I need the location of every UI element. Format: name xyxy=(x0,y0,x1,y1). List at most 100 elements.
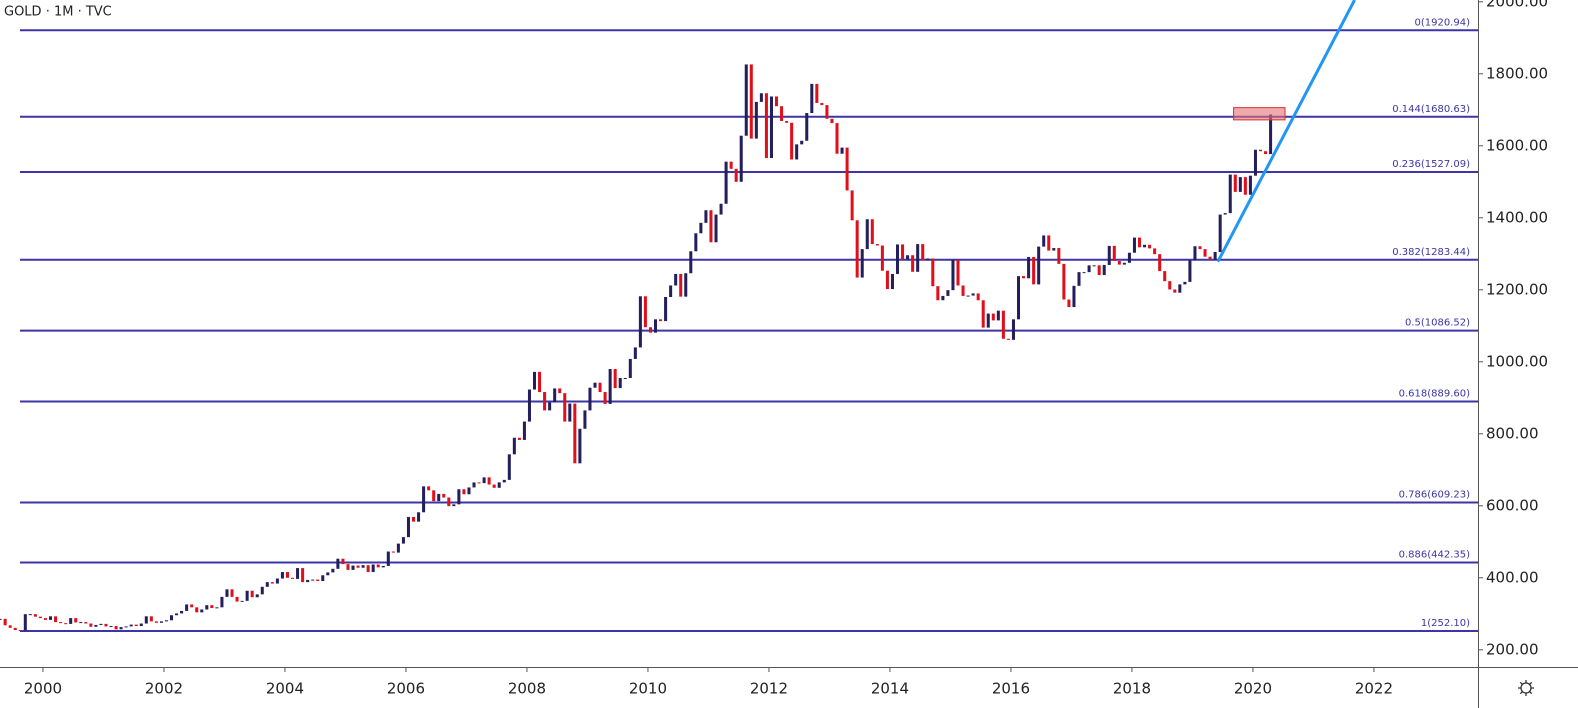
candle xyxy=(1037,246,1041,285)
candle xyxy=(1158,254,1162,272)
candle xyxy=(981,300,985,328)
candle xyxy=(961,285,965,296)
y-tick-label: 1800.00 xyxy=(1486,64,1548,82)
candle xyxy=(175,613,179,616)
x-tick-label: 2014 xyxy=(871,680,909,698)
candle xyxy=(583,410,587,429)
candle xyxy=(1001,310,1005,339)
candle xyxy=(1153,248,1157,255)
candle xyxy=(1042,235,1046,247)
candle xyxy=(1148,244,1152,249)
candle xyxy=(346,564,350,570)
candle xyxy=(800,140,804,145)
candle xyxy=(1218,214,1222,252)
candle xyxy=(427,486,431,491)
candle xyxy=(8,625,12,628)
candle xyxy=(1102,264,1106,276)
candle xyxy=(951,259,955,291)
candle xyxy=(386,551,390,566)
candle xyxy=(38,616,42,619)
candle xyxy=(860,249,864,278)
candle xyxy=(306,579,310,583)
candle xyxy=(1052,248,1056,251)
candle xyxy=(442,493,446,498)
candle xyxy=(679,273,683,297)
candle xyxy=(1233,174,1237,192)
candle xyxy=(880,245,884,271)
candle xyxy=(331,568,335,573)
candle xyxy=(49,616,53,620)
candle xyxy=(482,477,486,484)
candle xyxy=(941,295,945,301)
candle xyxy=(825,105,829,119)
candle xyxy=(568,403,572,422)
candle xyxy=(43,618,47,620)
candle xyxy=(1163,271,1167,282)
candle xyxy=(240,600,244,602)
candle xyxy=(139,623,143,627)
candle xyxy=(477,482,481,484)
x-tick-label: 2008 xyxy=(508,680,546,698)
x-tick-label: 2004 xyxy=(266,680,304,698)
candle xyxy=(164,620,168,622)
candle xyxy=(190,604,194,608)
candle xyxy=(316,579,320,582)
candle xyxy=(820,102,824,106)
candle xyxy=(633,347,637,359)
candle xyxy=(210,605,214,609)
chart-title: GOLD · 1M · TVC xyxy=(4,5,112,20)
fib-label: 1(252.10) xyxy=(1421,618,1470,629)
candle xyxy=(225,589,229,597)
fib-label: 0.382(1283.44) xyxy=(1392,247,1470,258)
candle xyxy=(734,168,738,182)
candle xyxy=(830,118,834,124)
candle xyxy=(643,296,647,328)
candle xyxy=(724,161,728,204)
candle xyxy=(744,64,748,136)
candle xyxy=(507,454,511,480)
candle xyxy=(578,428,582,464)
candle xyxy=(885,270,889,290)
x-tick-label: 2012 xyxy=(750,680,788,698)
x-tick-label: 2022 xyxy=(1355,680,1393,698)
candle xyxy=(815,83,819,103)
candle xyxy=(472,482,476,488)
fib-label: 0.786(609.23) xyxy=(1399,489,1471,500)
candle xyxy=(911,255,915,272)
settings-icon[interactable] xyxy=(1518,680,1534,696)
fib-label: 0.236(1527.09) xyxy=(1392,159,1470,170)
candle xyxy=(361,565,365,568)
candle xyxy=(659,319,663,322)
candle xyxy=(79,622,83,624)
candle xyxy=(1269,114,1273,155)
candle xyxy=(159,621,163,623)
candle xyxy=(1248,175,1252,195)
candle xyxy=(1092,265,1096,267)
candle xyxy=(467,487,471,495)
candle xyxy=(356,565,360,568)
candle xyxy=(931,258,935,287)
candle xyxy=(1168,281,1172,290)
candle xyxy=(875,244,879,246)
x-tick-label: 2016 xyxy=(992,680,1030,698)
candle xyxy=(971,293,975,296)
candle xyxy=(59,622,63,624)
y-tick-label: 200.00 xyxy=(1486,640,1539,658)
candle xyxy=(129,624,133,627)
candle xyxy=(432,490,436,502)
candle xyxy=(296,568,300,579)
candle xyxy=(674,273,678,286)
candle xyxy=(104,623,108,627)
candle xyxy=(754,101,758,139)
candle xyxy=(119,627,123,630)
candle xyxy=(406,516,410,538)
candle xyxy=(749,64,753,139)
candle xyxy=(543,392,547,411)
candle xyxy=(1077,272,1081,286)
candle xyxy=(916,244,920,272)
y-tick-label: 1000.00 xyxy=(1486,352,1548,370)
candle xyxy=(684,273,688,297)
fib-label: 0(1920.94) xyxy=(1414,17,1470,28)
highlight-zone xyxy=(1233,107,1286,121)
candle xyxy=(780,106,784,121)
